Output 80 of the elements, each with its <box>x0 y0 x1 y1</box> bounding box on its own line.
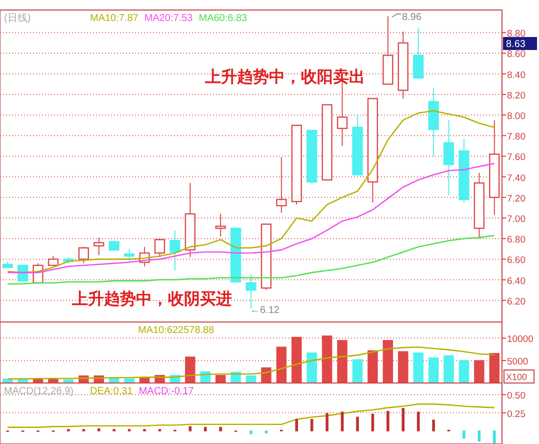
annotation: 上升趋势中，收阳卖出 <box>204 68 365 86</box>
y-tick-label: 7.60 <box>507 152 526 164</box>
bar <box>492 430 496 444</box>
text: MACD:-0.17 <box>138 386 194 397</box>
line-series <box>6 346 496 380</box>
bar <box>322 336 332 384</box>
candlestick <box>170 230 180 272</box>
y-tick-label: 7.80 <box>507 132 526 143</box>
bar <box>337 340 348 384</box>
candlestick <box>398 31 408 100</box>
text: 8.63 <box>506 39 526 50</box>
y-tick-label: 8.20 <box>507 90 526 102</box>
candlestick <box>276 156 287 214</box>
bar <box>204 426 207 432</box>
text: X100 <box>506 372 528 382</box>
bar <box>326 413 328 432</box>
line-series <box>6 234 496 285</box>
candlestick <box>215 213 226 238</box>
annotation: 上升趋势中，收阴买进 <box>71 290 232 308</box>
bar <box>382 340 394 384</box>
y-tick-label: 6.80 <box>507 234 526 246</box>
bar <box>368 350 378 384</box>
bar <box>185 356 196 384</box>
bar <box>413 352 424 384</box>
annotation: 8.96 <box>402 12 422 23</box>
chart-title: (日线) <box>4 12 31 24</box>
bar <box>462 430 466 439</box>
bar <box>478 430 481 442</box>
annotation: ←6.12 <box>250 305 280 316</box>
y-tick-label: 7.40 <box>507 172 526 184</box>
bar <box>416 412 420 432</box>
text: MA10:7.87 <box>90 13 139 24</box>
bar <box>386 410 390 432</box>
candlestick <box>428 88 439 157</box>
text: MA10:622578.88 <box>138 325 215 336</box>
bar <box>340 412 344 432</box>
bar <box>402 408 405 432</box>
text: MA20:7.53 <box>144 13 194 24</box>
y-tick-label: 0.25 <box>507 408 526 420</box>
text: MA60:6.83 <box>198 13 248 24</box>
bar <box>356 416 359 432</box>
bar <box>432 420 435 432</box>
bar <box>188 426 192 432</box>
line-series <box>6 162 496 274</box>
y-tick-label: 0.50 <box>507 390 526 402</box>
chart-title: MACD(12,26,9) <box>4 386 74 397</box>
y-tick-label: 6.60 <box>507 255 526 266</box>
y-tick-label: 7.20 <box>507 193 526 204</box>
bar <box>474 360 484 384</box>
y-tick-label: 8.60 <box>507 49 526 60</box>
candlestick <box>474 172 484 240</box>
bar <box>458 360 470 384</box>
candlestick <box>489 120 500 216</box>
y-tick-label: 6.40 <box>507 276 526 287</box>
line-series <box>6 110 496 274</box>
bar <box>310 418 314 432</box>
bar <box>428 357 439 384</box>
bar <box>398 351 408 384</box>
y-tick-label: 5000 <box>507 356 528 368</box>
bar <box>371 414 374 432</box>
bar <box>352 359 363 384</box>
bar <box>489 352 500 384</box>
y-tick-label: 10000 <box>507 334 534 346</box>
y-tick-label: 6.20 <box>507 296 526 308</box>
bar <box>219 426 222 432</box>
bar <box>444 355 454 384</box>
bar <box>292 336 302 384</box>
bar <box>97 428 100 432</box>
bar <box>250 430 252 434</box>
candlestick <box>443 120 454 196</box>
bar <box>306 352 317 384</box>
y-tick-label: 8.00 <box>507 111 526 122</box>
bar <box>295 418 298 432</box>
y-tick-label: 8.80 <box>507 28 526 40</box>
y-tick-label: 8.40 <box>507 70 526 81</box>
bar <box>276 346 287 384</box>
text: DEA:0.31 <box>90 386 134 397</box>
bar <box>264 430 268 434</box>
line-series <box>6 403 496 428</box>
y-tick-label: 7.00 <box>507 214 526 225</box>
